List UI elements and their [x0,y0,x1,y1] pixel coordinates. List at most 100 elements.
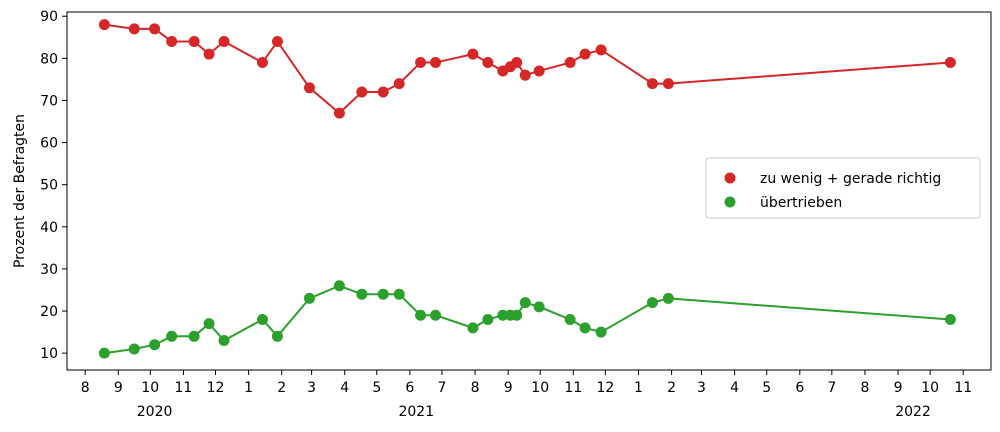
x-tick-label: 11 [175,380,193,396]
x-year-label: 2021 [398,404,434,420]
x-axis: 8 9 10 11 12 1 2 3 4 5 6 7 8 9 10 11 12 1 2 3 4 5 6 7 8 9 10 112020… [81,370,972,420]
y-tick-label: 20 [40,304,58,320]
y-tick-label: 40 [40,220,58,236]
data-point [218,35,230,47]
data-point [377,288,389,300]
x-tick-label: 4 [730,380,739,396]
x-tick-label: 2 [667,380,676,396]
data-point [128,23,140,35]
data-point [579,322,591,334]
data-point [415,57,427,69]
y-tick-label: 10 [40,346,58,362]
legend-label: zu wenig + gerade richtig [760,171,941,187]
data-point [482,313,494,325]
x-tick-label: 5 [762,380,771,396]
y-tick-label: 30 [40,262,58,278]
x-tick-label: 2 [277,380,286,396]
series-layer [98,19,956,359]
x-tick-label: 8 [860,380,869,396]
data-point [188,35,200,47]
data-point [415,309,427,321]
x-tick-label: 4 [340,380,349,396]
data-point [467,48,479,60]
data-point [377,86,389,98]
data-point [482,57,494,69]
data-point [646,297,658,309]
x-year-label: 2020 [137,404,173,420]
data-point [333,280,345,292]
x-tick-label: 7 [827,380,836,396]
data-point [256,313,268,325]
x-tick-label: 1 [244,380,253,396]
data-point [944,57,956,69]
data-point [519,69,531,81]
x-tick-label: 9 [504,380,513,396]
x-tick-label: 11 [954,380,972,396]
data-point [149,339,161,351]
data-point [646,78,658,90]
data-point [188,330,200,342]
data-point [511,57,523,69]
y-tick-label: 50 [40,178,58,194]
plot-frame [66,11,992,371]
data-point [393,288,405,300]
data-point [393,78,405,90]
y-tick-label: 80 [40,51,58,67]
x-tick-label: 10 [141,380,159,396]
data-point [579,48,591,60]
data-point [203,48,215,60]
data-point [595,326,607,338]
x-tick-label: 7 [437,380,446,396]
series-line-2 [104,284,951,355]
y-axis: 10 20 30 40 50 60 70 80 90 [40,9,67,362]
x-tick-label: 8 [471,380,480,396]
data-point [203,318,215,330]
data-point [662,78,674,90]
x-tick-label: 12 [596,380,614,396]
data-point [333,107,345,119]
legend-box [705,157,981,219]
data-point [166,35,178,47]
x-tick-label: 9 [894,380,903,396]
data-point [128,343,140,355]
x-tick-label: 3 [307,380,316,396]
data-point [533,65,545,77]
x-year-label: 2022 [895,404,931,420]
x-tick-label: 10 [921,380,939,396]
x-tick-label: 1 [634,380,643,396]
data-point [662,292,674,304]
data-point [303,82,315,94]
data-point [356,86,368,98]
legend-label: übertrieben [760,195,842,211]
data-point [271,330,283,342]
x-tick-label: 9 [114,380,123,396]
series-line-1 [104,23,951,115]
data-point [564,313,576,325]
x-tick-label: 10 [531,380,549,396]
data-point [271,35,283,47]
data-point [533,301,545,313]
legend-marker [724,172,736,184]
data-point [511,309,523,321]
x-tick-label: 8 [81,380,90,396]
y-tick-label: 90 [40,9,58,25]
data-point [430,309,442,321]
data-point [149,23,161,35]
data-point [98,347,110,359]
data-point [356,288,368,300]
data-point [519,297,531,309]
data-point [944,313,956,325]
x-tick-label: 5 [372,380,381,396]
x-tick-label: 11 [564,380,582,396]
x-tick-label: 6 [795,380,804,396]
data-point [256,57,268,69]
x-tick-label: 3 [697,380,706,396]
data-point [98,19,110,31]
x-tick-label: 12 [207,380,225,396]
data-point [166,330,178,342]
x-tick-label: 6 [405,380,414,396]
data-point [303,292,315,304]
y-tick-label: 70 [40,93,58,109]
data-point [218,335,230,347]
